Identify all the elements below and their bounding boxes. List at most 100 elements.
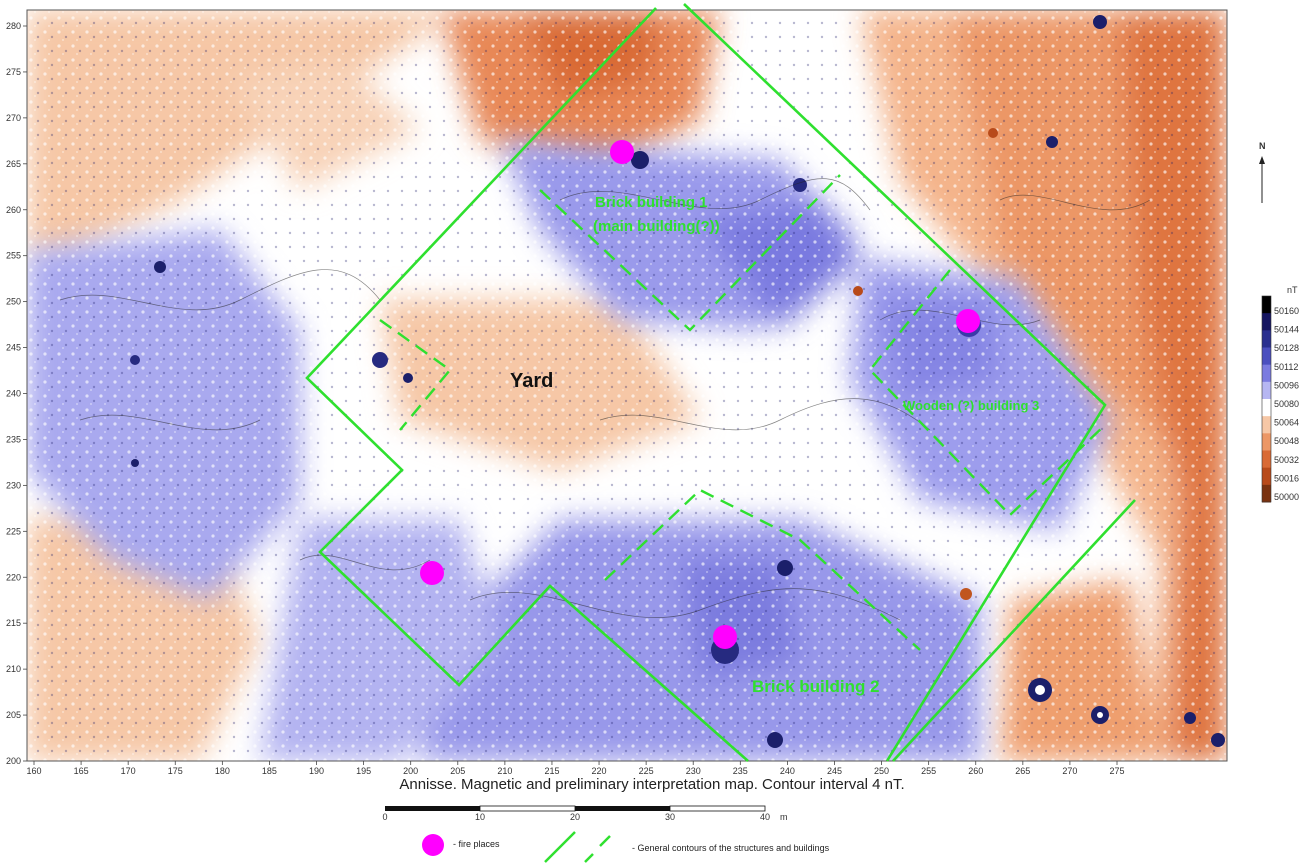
colorbar: nT 50160 50144 50128 50112 50096 50080 50064 50… — [1261, 285, 1299, 503]
y-tick-label: 250 — [6, 297, 21, 307]
x-tick-label: 185 — [262, 766, 277, 776]
x-tick-label: 165 — [74, 766, 89, 776]
scale-bar: 0 10 20 30 40 m — [382, 805, 788, 822]
legend-fire-icon — [422, 834, 444, 856]
colorbar-swatch — [1262, 433, 1271, 451]
x-tick-label: 195 — [356, 766, 371, 776]
fire-place-marker — [713, 625, 737, 649]
colorbar-label: 50000 — [1274, 492, 1299, 502]
colorbar-label: 50096 — [1274, 380, 1299, 390]
legend-contours-label: - General contours of the structures and… — [632, 843, 830, 853]
fire-place-marker — [610, 140, 634, 164]
north-label: N — [1259, 141, 1266, 151]
x-tick-label: 240 — [780, 766, 795, 776]
x-tick-label: 265 — [1015, 766, 1030, 776]
x-tick-label: 275 — [1109, 766, 1124, 776]
contour-outline-east — [683, 3, 1107, 762]
colorbar-swatch — [1262, 364, 1271, 383]
colorbar-swatch — [1262, 381, 1271, 400]
x-tick-label: 260 — [968, 766, 983, 776]
y-tick-label: 205 — [6, 710, 21, 720]
y-tick-label: 200 — [6, 756, 21, 766]
fire-place-marker — [420, 561, 444, 585]
yard-label: Yard — [510, 370, 553, 392]
colorbar-label: 50032 — [1274, 455, 1299, 465]
x-tick-label: 210 — [497, 766, 512, 776]
y-tick-label: 275 — [6, 67, 21, 77]
dashed-yard-wall — [379, 319, 452, 431]
colorbar-label: 50080 — [1274, 399, 1299, 409]
colorbar-swatch — [1262, 484, 1271, 503]
brick-building-1-label: Brick building 1 — [595, 194, 708, 211]
colorbar-label: 50048 — [1274, 436, 1299, 446]
x-tick-label: 235 — [733, 766, 748, 776]
colorbar-label: 50160 — [1274, 306, 1299, 316]
scale-tick-label: 20 — [570, 812, 580, 822]
x-tick-label: 220 — [592, 766, 607, 776]
colorbar-swatch — [1262, 347, 1271, 366]
y-axis: 280 275 270 265 260 255 250 245 240 235 230 225 220 2… — [6, 21, 27, 766]
scale-tick-label: 10 — [475, 812, 485, 822]
legend-fire-places-label: - fire places — [453, 839, 500, 849]
contour-outline-west — [305, 7, 749, 762]
colorbar-unit: nT — [1287, 285, 1298, 295]
x-tick-label: 200 — [403, 766, 418, 776]
dashed-brick-building-2 — [604, 488, 921, 651]
y-tick-label: 255 — [6, 251, 21, 261]
colorbar-swatch — [1262, 467, 1271, 486]
y-tick-label: 280 — [6, 21, 21, 31]
colorbar-swatch — [1262, 313, 1271, 331]
y-tick-label: 235 — [6, 434, 21, 444]
y-tick-label: 260 — [6, 205, 21, 215]
colorbar-swatch — [1262, 416, 1271, 434]
x-tick-label: 160 — [26, 766, 41, 776]
structure-contours — [305, 3, 1136, 762]
colorbar-swatch — [1262, 450, 1271, 469]
dashed-wooden-building-3 — [868, 269, 1106, 517]
y-tick-label: 230 — [6, 480, 21, 490]
y-tick-label: 215 — [6, 618, 21, 628]
x-tick-label: 230 — [686, 766, 701, 776]
y-tick-label: 220 — [6, 572, 21, 582]
x-tick-label: 255 — [921, 766, 936, 776]
figure-caption: Annisse. Magnetic and preliminary interp… — [399, 776, 905, 793]
colorbar-label: 50064 — [1274, 418, 1299, 428]
scale-tick-label: 30 — [665, 812, 675, 822]
y-tick-label: 245 — [6, 343, 21, 353]
north-arrow-icon: N — [1259, 141, 1266, 203]
x-tick-label: 225 — [639, 766, 654, 776]
scale-tick-label: 40 — [760, 812, 770, 822]
magnetic-anomaly-map — [27, 10, 1227, 761]
brick-building-1-sublabel: (main building(?)) — [593, 218, 720, 235]
y-tick-label: 265 — [6, 159, 21, 169]
dashed-brick-building-1 — [539, 174, 841, 332]
x-tick-label: 190 — [309, 766, 324, 776]
contour-outline-southeast — [892, 499, 1136, 762]
contour-lines — [59, 178, 1151, 621]
colorbar-swatch — [1262, 399, 1271, 417]
colorbar-swatch — [1262, 330, 1271, 348]
colorbar-label: 50016 — [1274, 473, 1299, 483]
y-tick-label: 270 — [6, 113, 21, 123]
colorbar-label: 50128 — [1274, 343, 1299, 353]
x-axis: 160 165 170 175 180 185 190 195 200 205 210 215 220 2… — [26, 761, 1125, 776]
x-tick-label: 170 — [121, 766, 136, 776]
colorbar-label: 50144 — [1274, 325, 1299, 335]
colorbar-swatch — [1262, 296, 1271, 314]
x-tick-label: 175 — [168, 766, 183, 776]
fire-places — [420, 140, 980, 649]
x-tick-label: 180 — [215, 766, 230, 776]
map-frame — [26, 9, 1228, 762]
fire-place-marker — [956, 309, 980, 333]
wooden-building-3-label: Wooden (?) building 3 — [903, 398, 1039, 413]
x-tick-label: 250 — [874, 766, 889, 776]
scale-unit: m — [780, 812, 788, 822]
colorbar-label: 50112 — [1274, 362, 1298, 372]
legend-contour-icon — [544, 831, 611, 863]
structure-contours-dashed — [379, 174, 1106, 651]
brick-building-2-label: Brick building 2 — [752, 677, 880, 696]
x-tick-label: 270 — [1062, 766, 1077, 776]
y-tick-label: 225 — [6, 526, 21, 536]
y-tick-label: 240 — [6, 389, 21, 399]
x-tick-label: 215 — [544, 766, 559, 776]
